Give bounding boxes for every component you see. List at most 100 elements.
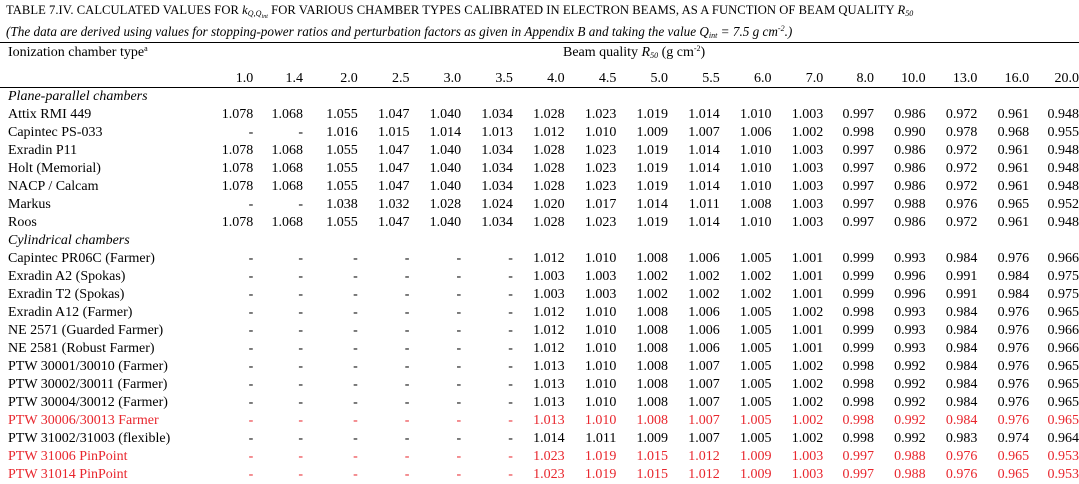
kq-value-cell: 1.013 <box>481 125 513 140</box>
kq-value-cell: - <box>248 287 254 302</box>
kq-value-cell: 1.016 <box>326 125 358 140</box>
kq-value-cell: - <box>508 395 513 410</box>
column-header: 20.0 <box>1054 71 1079 86</box>
column-header: 2.5 <box>391 71 410 86</box>
table-row: PTW 30002/30011 (Farmer) - - - - - - 1.013 1.010… <box>0 376 1079 394</box>
kq-value-cell: 0.965 <box>1047 413 1079 428</box>
kq-value-cell: - <box>508 341 513 356</box>
kq-value-cell: 1.014 <box>533 431 565 446</box>
kq-value-cell: 1.034 <box>481 215 513 230</box>
kq-value-cell: 1.002 <box>791 413 824 428</box>
kq-value-cell: 0.976 <box>997 305 1030 320</box>
kq-value-cell: 1.023 <box>584 215 617 230</box>
chamber-name: PTW 30002/30011 (Farmer) <box>8 377 168 392</box>
kq-value-cell: 1.002 <box>636 269 669 284</box>
chamber-name: NE 2581 (Robust Farmer) <box>8 341 155 356</box>
kq-value-cell: - <box>404 449 410 464</box>
kq-value-cell: 1.010 <box>739 143 772 158</box>
kq-value-cell: 1.028 <box>533 143 565 158</box>
chamber-name: PTW 30001/30010 (Farmer) <box>8 359 168 374</box>
kq-value-cell: 0.961 <box>997 179 1030 194</box>
kq-value-cell: - <box>353 377 358 392</box>
kq-value-cell: 0.972 <box>945 143 978 158</box>
kq-value-cell: - <box>404 431 410 446</box>
kq-value-cell: 0.984 <box>945 251 978 266</box>
kq-value-cell: - <box>404 395 410 410</box>
kq-value-cell: - <box>508 449 513 464</box>
kq-value-cell: - <box>508 467 513 482</box>
kq-value-cell: 0.948 <box>1047 215 1079 230</box>
kq-value-cell: 1.003 <box>533 269 565 284</box>
kq-value-cell: 0.952 <box>1047 197 1079 212</box>
kq-value-cell: 0.998 <box>842 359 874 374</box>
kq-value-cell: - <box>298 413 304 428</box>
kq-value-cell: 1.055 <box>326 107 358 122</box>
chamber-name: PTW 31006 PinPoint <box>8 449 128 464</box>
kq-value-cell: 1.010 <box>739 161 772 176</box>
kq-value-cell: - <box>248 395 254 410</box>
kq-value-cell: 1.001 <box>791 251 824 266</box>
kq-value-cell: 1.005 <box>739 413 772 428</box>
kq-value-cell: 1.014 <box>429 125 462 140</box>
title-prefix: TABLE 7.IV. CALCULATED VALUES FOR <box>6 3 243 17</box>
kq-value-cell: 0.976 <box>997 341 1030 356</box>
kq-value-cell: - <box>353 467 358 482</box>
chamber-type-footnote-mark: a <box>144 44 148 53</box>
kq-value-cell: 0.948 <box>1047 143 1079 158</box>
kq-value-cell: 0.986 <box>894 215 926 230</box>
kq-value-cell: - <box>298 431 304 446</box>
kq-value-cell: 1.001 <box>791 323 824 338</box>
kq-value-cell: 1.019 <box>636 215 669 230</box>
kq-value-cell: 1.068 <box>271 107 304 122</box>
kq-values-table: 1.0 1.4 2.0 2.5 3.0 3.5 4.0 4.5 5.0 5.5 6.0 7.0 8.0 1… <box>0 70 1079 484</box>
kq-value-cell: 0.997 <box>842 215 874 230</box>
kq-value-cell: 0.996 <box>894 269 926 284</box>
kq-value-cell: - <box>508 413 513 428</box>
kq-value-cell: 1.010 <box>584 323 617 338</box>
kq-value-cell: 1.019 <box>636 143 669 158</box>
kq-value-cell: 1.003 <box>533 287 565 302</box>
column-header: 6.0 <box>753 71 772 86</box>
kq-value-cell: 1.009 <box>739 449 772 464</box>
subtitle-end: .) <box>784 24 793 39</box>
kq-value-cell: 1.003 <box>584 287 617 302</box>
kq-value-cell: 1.009 <box>739 467 772 482</box>
kq-value-cell: - <box>404 359 410 374</box>
kq-value-cell: - <box>456 287 462 302</box>
kq-value-cell: - <box>456 341 462 356</box>
kq-value-cell: 1.003 <box>791 179 824 194</box>
kq-value-cell: 1.013 <box>533 359 565 374</box>
kq-value-cell: 0.993 <box>894 323 926 338</box>
kq-value-cell: 1.019 <box>636 179 669 194</box>
kq-value-cell: 1.055 <box>326 161 358 176</box>
kq-value-cell: 1.012 <box>688 449 720 464</box>
kq-value-cell: 1.006 <box>688 305 720 320</box>
table-row: Holt (Memorial) 1.078 1.068 1.055 1.047 1.040… <box>0 160 1079 178</box>
kq-value-cell: 1.047 <box>377 161 410 176</box>
kq-value-cell: 1.003 <box>791 143 824 158</box>
kq-value-cell: 0.976 <box>997 377 1030 392</box>
column-header: 3.0 <box>443 71 462 86</box>
title-r50: R <box>897 3 906 17</box>
kq-value-cell: 1.014 <box>688 107 720 122</box>
kq-value-cell: 0.976 <box>945 449 978 464</box>
kq-value-cell: - <box>508 377 513 392</box>
kq-value-cell: - <box>353 287 358 302</box>
kq-value-cell: 0.965 <box>997 467 1030 482</box>
kq-value-cell: - <box>456 305 462 320</box>
kq-value-cell: 1.014 <box>688 161 720 176</box>
kq-value-cell: - <box>248 377 254 392</box>
chamber-name: Markus <box>8 197 51 212</box>
kq-value-cell: - <box>508 251 513 266</box>
beam-quality-unit-end: ) <box>700 45 706 60</box>
section-label: Plane-parallel chambers <box>8 89 148 104</box>
column-header: 2.0 <box>340 71 358 86</box>
kq-value-cell: - <box>456 467 462 482</box>
header-rule <box>0 87 1079 88</box>
kq-value-cell: 1.007 <box>688 395 720 410</box>
kq-value-cell: - <box>404 341 410 356</box>
kq-value-cell: 1.028 <box>533 107 565 122</box>
kq-value-cell: 1.005 <box>739 359 772 374</box>
kq-value-cell: - <box>248 305 254 320</box>
kq-value-cell: - <box>298 287 304 302</box>
